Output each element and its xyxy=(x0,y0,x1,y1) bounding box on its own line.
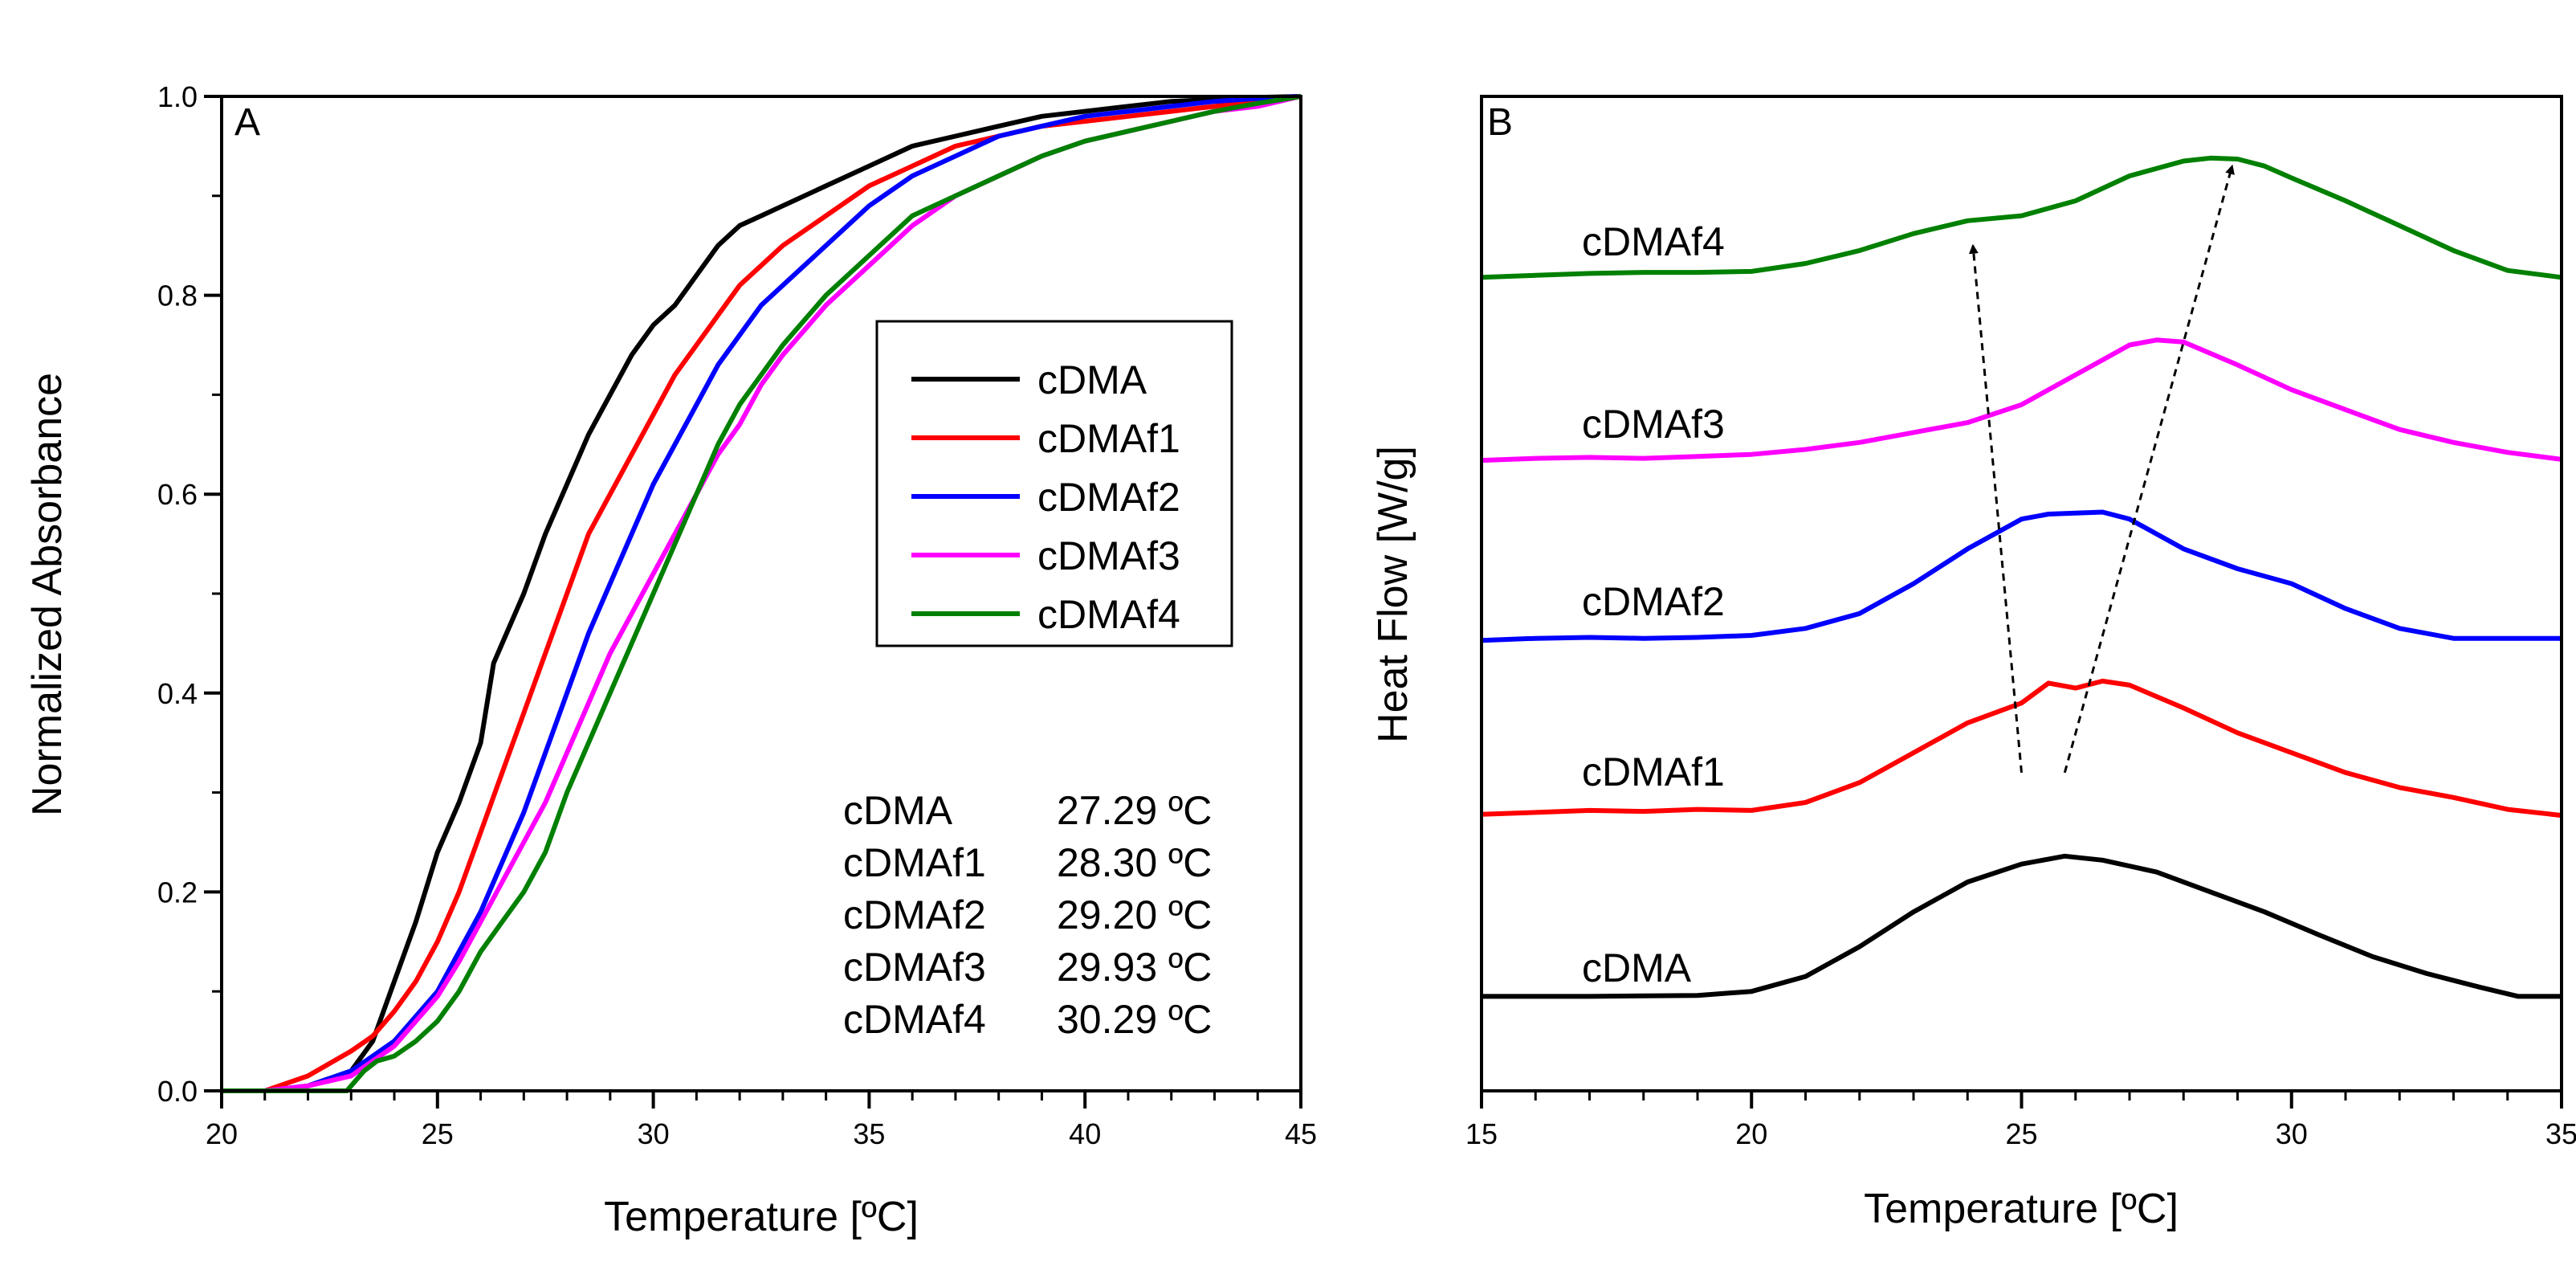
legend-label: cDMAf4 xyxy=(1037,592,1180,637)
y-tick-label: 0.0 xyxy=(157,1075,198,1108)
series-line-cDMAf1 xyxy=(1481,678,2562,819)
tm-sample: cDMAf3 xyxy=(843,945,986,990)
x-tick-label: 30 xyxy=(638,1117,670,1150)
tm-value: 28.30 ºC xyxy=(1057,840,1212,885)
legend-item: cDMAf3 xyxy=(911,533,1180,578)
panel-a-letter: A xyxy=(234,101,260,144)
curve-label: cDMAf1 xyxy=(1582,749,1725,794)
y-tick-label: 0.8 xyxy=(157,280,198,312)
y-tick-label: 0.6 xyxy=(157,478,198,511)
panel-b-arrows xyxy=(1968,164,2235,774)
panel-b: 15 20 25 30 35 B Temperature [ºC] Heat Flow … xyxy=(1370,95,2576,1232)
panel-a-curves xyxy=(222,94,1302,1093)
legend-label: cDMAf1 xyxy=(1037,416,1180,461)
x-tick-label: 35 xyxy=(2545,1117,2576,1150)
legend-item: cDMAf4 xyxy=(911,592,1180,637)
tm-sample: cDMAf4 xyxy=(843,997,986,1042)
tm-value: 29.20 ºC xyxy=(1057,892,1212,937)
x-tick-label: 25 xyxy=(422,1117,454,1150)
legend-label: cDMA xyxy=(1037,357,1147,402)
series-line-cDMA xyxy=(1482,853,2562,999)
x-tick-label: 20 xyxy=(1735,1117,1767,1150)
legend-item: cDMAf1 xyxy=(911,416,1180,461)
tm-sample: cDMAf2 xyxy=(843,892,986,937)
panel-b-letter: B xyxy=(1487,101,1513,144)
y-tick-label: 0.2 xyxy=(157,876,198,909)
curve-label: cDMAf2 xyxy=(1582,579,1725,624)
legend-label: cDMAf3 xyxy=(1037,533,1180,578)
panel-b-x-ticks: 15 20 25 30 35 xyxy=(1465,1091,2576,1150)
dashed-arrow xyxy=(2063,164,2235,774)
panel-a-legend: cDMA cDMAf1 cDMAf2 cDMAf3 cDMAf4 xyxy=(875,320,1233,647)
legend-box xyxy=(875,320,1233,647)
x-tick-label: 20 xyxy=(206,1117,238,1150)
curve-label: cDMAf3 xyxy=(1582,402,1725,447)
x-tick-label: 35 xyxy=(853,1117,885,1150)
panel-a-x-label: Temperature [ºC] xyxy=(604,1194,919,1240)
panel-b-y-label: Heat Flow [W/g] xyxy=(1370,446,1416,743)
legend-label: cDMAf2 xyxy=(1037,475,1180,520)
series-line-cDMAf2 xyxy=(1481,509,2562,643)
x-tick-label: 45 xyxy=(1285,1117,1317,1150)
x-tick-label: 15 xyxy=(1465,1117,1498,1150)
panel-a-x-ticks: 20 25 30 35 40 45 xyxy=(206,1091,1317,1150)
dashed-arrow xyxy=(1968,243,2023,773)
panel-a: 20 25 30 35 40 45 0.0 0.2 0.4 0.6 0.8 1.0 A Temper… xyxy=(24,80,1317,1240)
panel-b-curves xyxy=(1481,155,2562,999)
y-tick-label: 0.4 xyxy=(157,677,198,710)
legend-item: cDMAf2 xyxy=(911,475,1180,520)
series-line-cDMA xyxy=(222,94,1302,1093)
curve-label: cDMA xyxy=(1582,945,1692,990)
x-tick-label: 30 xyxy=(2276,1117,2308,1150)
series-line-cDMAf3 xyxy=(1481,337,2562,463)
panel-a-y-ticks: 0.0 0.2 0.4 0.6 0.8 1.0 xyxy=(157,80,222,1108)
tm-value: 30.29 ºC xyxy=(1057,997,1212,1042)
tm-value: 27.29 ºC xyxy=(1057,788,1212,833)
x-tick-label: 40 xyxy=(1069,1117,1101,1150)
tm-sample: cDMA xyxy=(843,788,953,833)
tm-table: cDMA 27.29 ºC cDMAf1 28.30 ºC cDMAf2 29.… xyxy=(843,788,1212,1042)
panel-a-y-label: Normalized Absorbance xyxy=(24,373,71,816)
tm-sample: cDMAf1 xyxy=(843,840,986,885)
legend-item: cDMA xyxy=(911,357,1147,402)
tm-value: 29.93 ºC xyxy=(1057,945,1212,990)
y-tick-label: 1.0 xyxy=(157,80,198,113)
x-tick-label: 25 xyxy=(2005,1117,2037,1150)
panel-b-x-label: Temperature [ºC] xyxy=(1864,1186,2179,1232)
series-line-cDMAf2 xyxy=(222,94,1302,1093)
series-line-cDMAf4 xyxy=(222,94,1302,1093)
series-line-cDMAf4 xyxy=(1481,155,2562,280)
curve-label: cDMAf4 xyxy=(1582,219,1725,264)
